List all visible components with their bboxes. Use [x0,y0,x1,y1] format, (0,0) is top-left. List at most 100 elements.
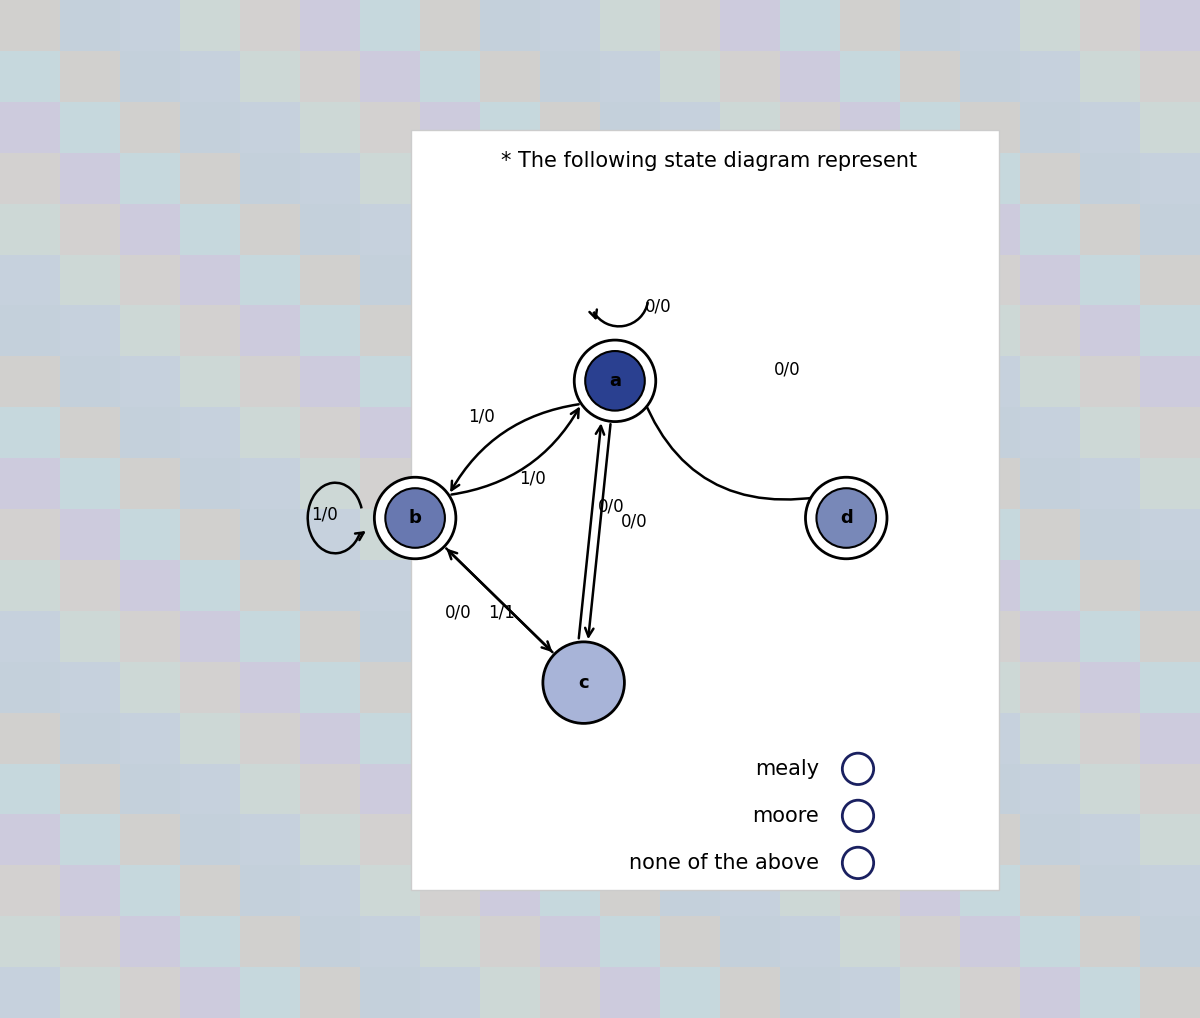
Bar [780,814,840,865]
Bar [1080,0,1140,51]
Bar [780,967,840,1018]
Bar [780,204,840,254]
Bar [360,305,420,356]
Bar [180,254,240,305]
Text: 0/0: 0/0 [598,497,624,515]
Bar [1140,713,1200,764]
Bar [780,305,840,356]
Bar [900,51,960,102]
Bar [1140,916,1200,967]
Bar [360,865,420,916]
Bar [480,764,540,814]
Bar [1080,916,1140,967]
Text: * The following state diagram represent: * The following state diagram represent [502,152,917,171]
Bar [720,509,780,560]
Bar [660,916,720,967]
Bar [840,560,900,611]
Bar [300,865,360,916]
Bar [0,764,60,814]
Bar [540,51,600,102]
Bar [540,509,600,560]
Bar [840,713,900,764]
Bar [720,102,780,153]
Bar [600,713,660,764]
Bar [960,764,1020,814]
Bar [780,611,840,662]
Bar [0,102,60,153]
Bar [0,356,60,407]
Bar [240,509,300,560]
Bar [960,204,1020,254]
Bar [360,713,420,764]
Bar [1020,254,1080,305]
Bar [960,662,1020,713]
Bar [420,153,480,204]
Bar [660,51,720,102]
Bar [900,0,960,51]
Bar [960,102,1020,153]
Bar [60,916,120,967]
Bar [660,764,720,814]
Bar [0,0,60,51]
Bar [1080,611,1140,662]
Bar [540,356,600,407]
Bar [540,153,600,204]
Bar [600,305,660,356]
Bar [720,153,780,204]
Text: 0/0: 0/0 [622,513,648,531]
Circle shape [586,351,644,410]
Bar [1140,204,1200,254]
Text: b: b [409,509,421,527]
Bar [60,509,120,560]
Bar [300,611,360,662]
Bar [1140,0,1200,51]
Bar [840,814,900,865]
Text: moore: moore [752,806,818,826]
Bar [1080,865,1140,916]
Bar [360,458,420,509]
Bar [780,102,840,153]
Bar [420,407,480,458]
Bar [300,713,360,764]
Bar [480,204,540,254]
Bar [420,560,480,611]
Bar [1020,916,1080,967]
Bar [660,102,720,153]
Bar [1020,0,1080,51]
Bar [960,305,1020,356]
Bar [240,153,300,204]
Bar [1140,305,1200,356]
Bar [300,356,360,407]
Text: a: a [610,372,622,390]
Circle shape [842,847,874,879]
Bar [720,356,780,407]
Bar [780,51,840,102]
Bar [1080,560,1140,611]
Bar [300,153,360,204]
Bar [1140,764,1200,814]
Bar [840,458,900,509]
Bar [900,662,960,713]
Bar [0,713,60,764]
Bar [780,254,840,305]
Bar [0,560,60,611]
Bar [120,356,180,407]
Bar [780,356,840,407]
Bar [0,153,60,204]
Bar [840,611,900,662]
Bar [540,305,600,356]
FancyArrowPatch shape [451,409,578,495]
Bar [720,204,780,254]
Bar [180,458,240,509]
Bar [0,509,60,560]
Bar [960,865,1020,916]
Bar [600,102,660,153]
Bar [360,102,420,153]
Bar [120,0,180,51]
Bar [480,713,540,764]
Bar [1140,865,1200,916]
Bar [60,764,120,814]
Bar [900,611,960,662]
Bar [1020,509,1080,560]
Bar [60,814,120,865]
